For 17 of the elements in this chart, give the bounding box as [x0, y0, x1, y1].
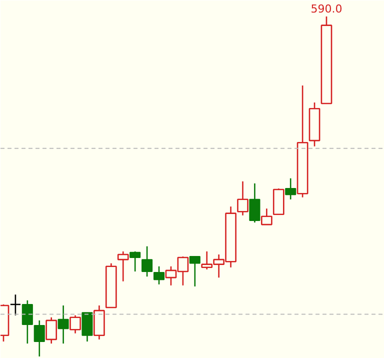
candlestick: [142, 246, 153, 278]
candlestick: [260, 208, 272, 226]
candlestick: [130, 250, 141, 272]
candlestick: [285, 178, 296, 200]
candlestick: [249, 182, 260, 224]
candlestick: [58, 304, 69, 344]
text: 590.0: [310, 2, 342, 16]
candlestick: [153, 266, 165, 286]
candlestick: [70, 314, 81, 334]
candlestick: [82, 312, 93, 342]
candlestick: [34, 320, 45, 358]
candlestick: [237, 180, 248, 216]
candlestick: [189, 256, 200, 288]
candlestick: [117, 250, 129, 282]
candlestick: [46, 316, 58, 344]
candlestick: [22, 300, 33, 344]
candlestick: [10, 294, 22, 316]
